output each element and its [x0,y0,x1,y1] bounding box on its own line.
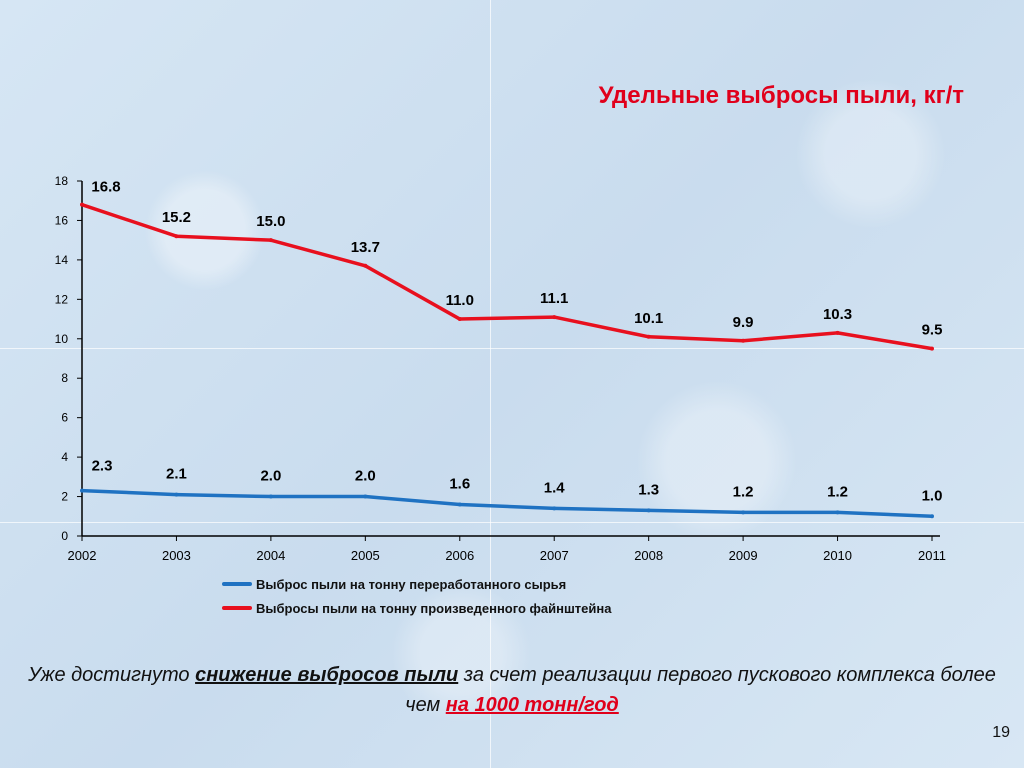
data-point [646,508,651,513]
data-label: 13.7 [351,239,380,256]
data-label: 1.6 [449,475,470,492]
x-tick-label: 2008 [634,548,663,563]
data-label: 2.1 [166,466,187,483]
data-label: 15.2 [162,209,191,226]
chart-legend: Выброс пыли на тонну переработанного сыр… [222,572,611,620]
y-tick-label: 10 [55,332,69,346]
x-tick-label: 2006 [445,548,474,563]
data-point [646,334,651,339]
data-point [174,492,179,497]
legend-swatch-red [222,606,252,610]
data-label: 10.1 [634,310,663,327]
legend-item-matte: Выбросы пыли на тонну произведенного фай… [222,596,611,620]
y-tick-label: 14 [55,253,69,267]
data-point [835,510,840,515]
data-label: 16.8 [91,179,120,196]
footer-emphasis-reduction: снижение выбросов пыли [195,664,459,686]
y-tick-label: 8 [61,371,68,385]
data-point [835,330,840,335]
data-label: 9.9 [733,314,754,331]
data-point [741,338,746,343]
footer-text: за счет реализации первого пускового ком… [405,664,996,716]
data-point [552,506,557,511]
footer-emphasis-amount: на 1000 тонн/год [445,694,619,716]
background-gridline [0,522,1024,523]
legend-swatch-blue [222,582,252,586]
y-tick-label: 2 [61,490,68,504]
data-label: 2.0 [355,468,376,485]
data-label: 9.5 [922,322,943,339]
data-label: 1.0 [922,487,943,504]
data-label: 1.4 [544,479,566,496]
data-label: 15.0 [256,213,285,230]
y-tick-label: 16 [55,213,69,227]
data-point [80,488,84,493]
data-label: 2.0 [260,468,281,485]
data-label: 10.3 [823,306,852,323]
footer-statement: Уже достигнуто снижение выбросов пыли за… [20,660,1004,720]
data-point [363,494,368,499]
footer-text: Уже достигнуто [28,664,196,686]
legend-label: Выброс пыли на тонну переработанного сыр… [256,576,567,592]
background-gridline [0,348,1024,349]
x-tick-label: 2002 [68,548,97,563]
data-point [268,238,273,243]
data-point [80,202,84,207]
data-point [930,346,934,351]
data-point [457,317,462,322]
data-point [363,263,368,268]
series-line-raw-material [81,488,933,519]
data-label: 1.2 [827,483,848,500]
data-label: 11.0 [446,292,474,309]
x-tick-label: 2010 [823,548,852,563]
data-point [552,315,557,320]
line-chart: 0 2 4 6 8 10 12 14 16 18 2002 2003 2004 2005 2006 2007 2… [55,174,946,563]
legend-label: Выбросы пыли на тонну произведенного фай… [256,600,612,616]
background-gridline [490,0,491,768]
y-tick-label: 18 [55,174,69,188]
x-tick-label: 2005 [351,548,380,563]
x-tick-label: 2007 [540,548,569,563]
y-tick-label: 6 [61,411,68,425]
x-tick-label: 2004 [256,548,285,563]
data-point [930,514,934,519]
data-point [174,234,179,239]
y-tick-label: 12 [55,292,69,306]
data-point [457,502,462,507]
y-tick-label: 0 [61,529,68,543]
data-point [741,510,746,515]
data-label: 11.1 [540,290,568,307]
x-tick-label: 2011 [918,548,946,563]
series-line-matte [81,203,933,351]
page-number: 19 [992,724,1010,741]
y-tick-label: 4 [61,450,68,464]
data-label: 2.3 [92,458,113,475]
data-label: 1.3 [638,481,659,498]
x-tick-label: 2003 [162,548,191,563]
legend-item-raw-material: Выброс пыли на тонну переработанного сыр… [222,572,611,596]
data-label: 1.2 [733,483,754,500]
chart-title: Удельные выбросы пыли, кг/т [598,82,964,109]
data-point [268,494,273,499]
x-tick-label: 2009 [729,548,758,563]
